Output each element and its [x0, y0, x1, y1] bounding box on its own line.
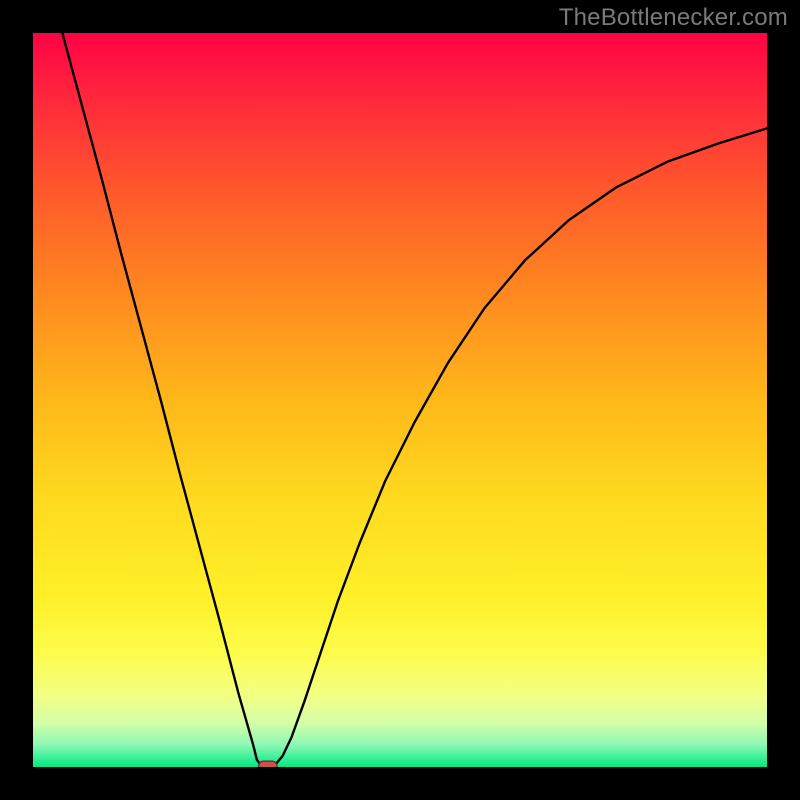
optimum-marker [259, 761, 277, 767]
watermark-text: TheBottlenecker.com [559, 4, 788, 32]
chart-background [33, 33, 767, 767]
chart-plot-area [33, 33, 767, 767]
chart-svg [33, 33, 767, 767]
